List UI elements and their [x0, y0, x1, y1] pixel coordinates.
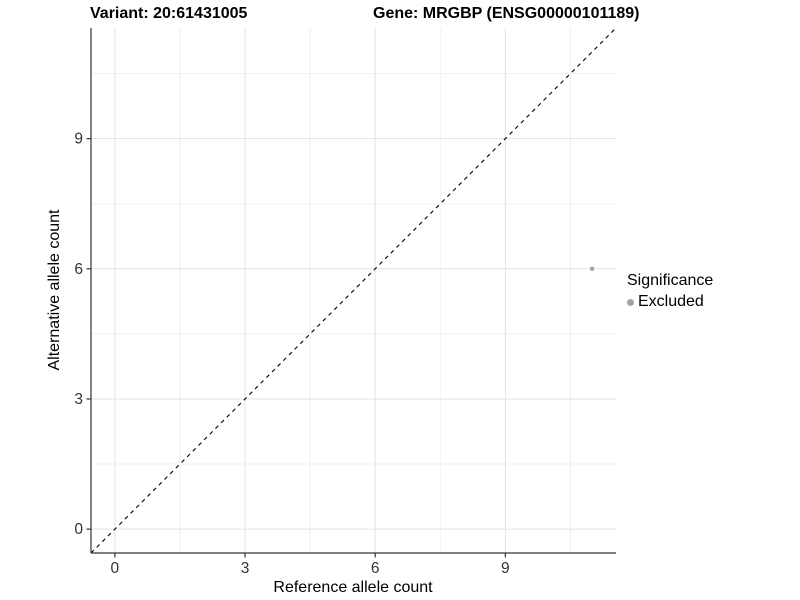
legend-title: Significance [627, 272, 714, 289]
legend: Significance Excluded [627, 272, 713, 311]
y-tick-label: 0 [74, 521, 83, 538]
y-tick-label: 9 [74, 131, 83, 148]
y-axis-title: Alternative allele count [46, 209, 63, 371]
x-tick-label: 0 [111, 560, 120, 577]
plot-title-variant: Variant: 20:61431005 [90, 5, 248, 22]
legend-item-label: Excluded [638, 293, 704, 310]
x-tick-label: 9 [501, 560, 510, 577]
x-tick-label: 3 [241, 560, 250, 577]
y-tick-label: 6 [74, 261, 83, 278]
x-tick-label: 6 [371, 560, 380, 577]
y-tick-label: 3 [74, 391, 83, 408]
data-point [589, 266, 595, 272]
plot-title-gene: Gene: MRGBP (ENSG00000101189) [373, 5, 640, 22]
x-axis-title: Reference allele count [273, 579, 433, 596]
legend-item-excluded: Excluded [627, 293, 713, 311]
legend-point-icon [627, 298, 634, 306]
identity-reference-line [90, 27, 617, 554]
